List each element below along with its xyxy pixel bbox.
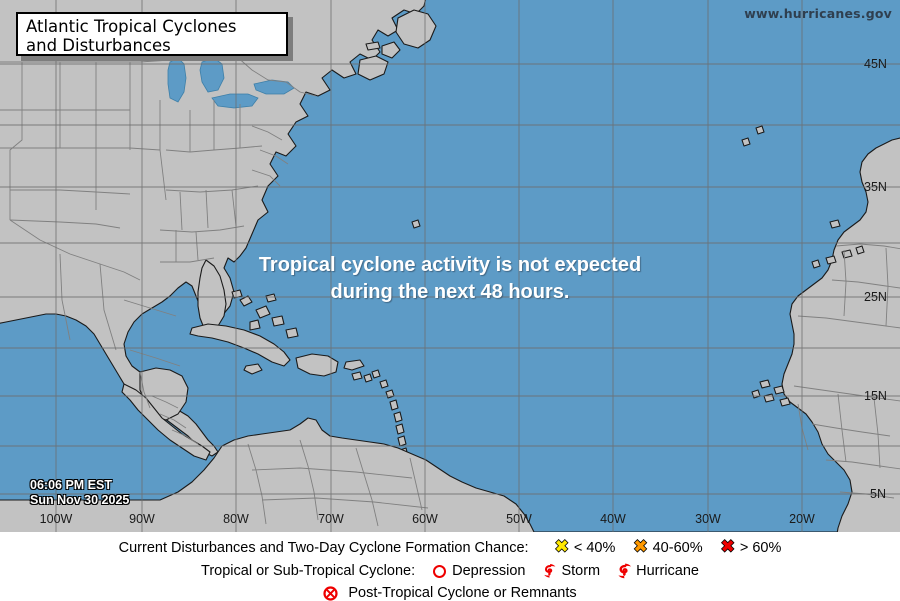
outlook-message-line1: Tropical cyclone activity is not expecte… <box>258 254 642 276</box>
lake-michigan <box>167 57 187 103</box>
lon-label: 20W <box>789 512 815 526</box>
timestamp-date: Sun Nov 30 2025 <box>30 493 130 507</box>
spiral-glyph <box>544 564 556 578</box>
lon-label: 60W <box>412 512 438 526</box>
jamaica-island <box>243 363 263 375</box>
lon-label: 100W <box>39 512 73 526</box>
legend-chance-high-label: > 60% <box>739 540 782 556</box>
lat-label: 15N <box>864 389 887 403</box>
legend-chance-medium-label: 40-60% <box>652 540 703 556</box>
outlook-message: Tropical cyclone activity is not expecte… <box>0 252 900 306</box>
bermuda-island <box>411 219 421 229</box>
circle-x-glyph <box>323 585 338 601</box>
legend-cyclone-type-label: Tropical or Sub-Tropical Cyclone: <box>201 563 416 579</box>
spiral-icon-storm <box>543 563 557 579</box>
lat-label: 5N <box>870 487 886 501</box>
puerto-rico-island <box>343 359 365 371</box>
legend-formation-chance-label: Current Disturbances and Two-Day Cyclone… <box>118 540 529 556</box>
cape-verde-islands <box>751 379 791 407</box>
x-icon-medium: ✖ <box>633 536 649 557</box>
lon-label: 90W <box>129 512 155 526</box>
issuance-timestamp: 06:06 PM EST Sun Nov 30 2025 <box>30 478 129 508</box>
circle-icon-depression <box>433 564 447 578</box>
legend-depression-label: Depression <box>452 563 526 579</box>
newfoundland <box>395 9 437 49</box>
lon-label: 80W <box>223 512 249 526</box>
central-america-landmass <box>121 383 211 461</box>
lake-erie <box>211 93 259 109</box>
lon-label: 40W <box>600 512 626 526</box>
prince-edward-island <box>365 41 381 51</box>
site-watermark: www.hurricanes.gov <box>744 6 892 21</box>
title-line-1: Atlantic Tropical Cyclones <box>26 17 237 36</box>
bahamas-islands <box>231 289 299 339</box>
canary-islands <box>811 245 865 269</box>
lon-label: 30W <box>695 512 721 526</box>
atlantic-basin-map[interactable]: 100W 90W 80W 70W 60W 50W 40W 30W 20W 45N… <box>0 0 900 532</box>
lat-label: 25N <box>864 290 887 304</box>
timestamp-time: 06:06 PM EST <box>30 478 112 492</box>
spiral-glyph <box>618 563 632 579</box>
azores-islands <box>741 125 765 147</box>
lon-label: 50W <box>506 512 532 526</box>
cape-breton <box>381 41 401 59</box>
map-canvas <box>0 0 900 532</box>
lon-label: 70W <box>318 512 344 526</box>
graticule-grid <box>0 0 900 532</box>
south-america-landmass <box>0 417 900 532</box>
legend-cyclone-type-row: Tropical or Sub-Tropical Cyclone: Depres… <box>0 560 900 582</box>
circle-x-icon-post-tropical <box>323 585 338 601</box>
x-icon-low: ✖ <box>554 536 570 557</box>
cuba-island <box>189 323 291 367</box>
map-legend: Current Disturbances and Two-Day Cyclone… <box>0 532 900 601</box>
title-box: Atlantic Tropical Cyclones and Disturban… <box>16 12 288 56</box>
nova-scotia <box>357 55 389 81</box>
spiral-icon-hurricane <box>618 563 632 579</box>
outlook-message-line2: during the next 48 hours. <box>330 281 570 303</box>
landmasses <box>0 0 900 532</box>
north-america-landmass <box>0 0 426 457</box>
hispaniola-island <box>295 353 339 377</box>
lat-label: 45N <box>864 57 887 71</box>
x-icon-high: ✖ <box>720 536 736 557</box>
title-line-2: and Disturbances <box>26 36 171 55</box>
madeira-islands <box>829 219 841 229</box>
legend-post-tropical-label: Post-Tropical Cyclone or Remnants <box>348 585 577 601</box>
legend-formation-chance-row: Current Disturbances and Two-Day Cyclone… <box>0 532 900 560</box>
legend-chance-low-label: < 40% <box>573 540 616 556</box>
legend-post-tropical-row: Post-Tropical Cyclone or Remnants <box>0 582 900 601</box>
legend-storm-label: Storm <box>561 563 601 579</box>
legend-hurricane-label: Hurricane <box>636 563 699 579</box>
lat-label: 35N <box>864 180 887 194</box>
